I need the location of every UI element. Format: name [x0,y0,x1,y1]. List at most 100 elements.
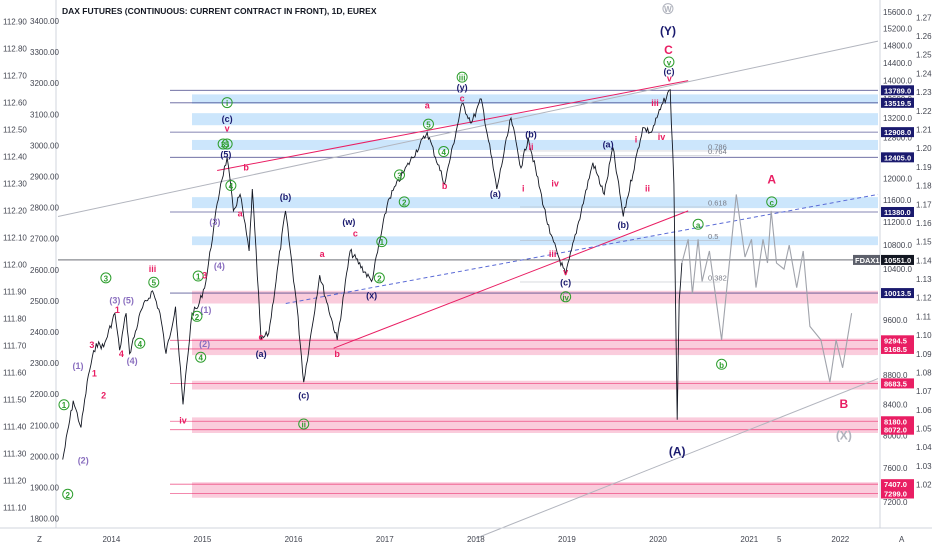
fib-label-3: 0.5 [708,232,718,241]
wave-label-24: a [425,100,431,110]
level-tag-5: 10013.5 [884,289,911,298]
wave-circle-29 [398,196,410,208]
ratio-tick-0: 1.27 [916,13,932,22]
price-tick-5: 2900.00 [30,173,59,182]
right-tick-18: 8400.0 [883,400,908,409]
trend-line-0 [57,40,879,217]
right-tick-6: 13200.0 [883,114,912,123]
price-tick-11: 2300.00 [30,359,59,368]
wave-label-66: (4) [127,356,138,366]
ratio-tick-8: 1.19 [916,163,932,172]
wave-circle-28 [394,169,406,181]
wave-label-74: (2) [78,456,89,466]
wave-label-65: 4 [138,340,143,349]
right-tick-10: 11600.0 [883,196,912,205]
ratio-tick-20: 1.07 [916,387,932,396]
wave-circle-44 [221,97,233,109]
wave-circle-38 [298,418,310,430]
right-tick-0: 15600.0 [883,8,912,17]
wave-label-12: (c) [560,278,571,288]
x-tick-7: 2021 [740,535,758,544]
wave-label-70: (1) [72,361,83,371]
ratio-tick-4: 1.23 [916,88,932,97]
left-tick-2: 112.70 [3,72,27,81]
ratio-tick-19: 1.08 [916,368,932,377]
price-tick-0: 3400.00 [30,17,59,26]
fib-label-0: 0.786 [708,142,727,151]
wave-label-27: b [442,181,448,191]
wave-circle-73 [58,399,70,411]
ratio-tick-22: 1.05 [916,425,932,434]
wave-label-18: i [522,184,525,194]
wave-label-64: 3 [104,274,109,283]
ratio-tick-12: 1.15 [916,238,932,247]
wave-label-29: 2 [402,198,407,207]
price-tick-16: 1800.00 [30,515,59,524]
level-tag-bg-3 [881,152,914,163]
wave-label-39: (b) [280,192,292,202]
left-tick-5: 112.40 [3,153,27,162]
right-tick-19: 8000.0 [883,431,908,440]
price-tick-4: 3000.00 [30,141,59,150]
level-tag-bg-5 [881,288,914,299]
price-tick-15: 1900.00 [30,484,59,493]
wave-label-47: 3 [221,140,226,149]
x-tick-1: 2015 [194,535,212,544]
x-tick-2: 2016 [285,535,303,544]
wave-label-38: ii [301,420,305,429]
wave-label-43: b [243,162,249,172]
right-tick-1: 15200.0 [883,25,912,34]
wave-circle-79 [692,218,704,230]
wave-label-54: 3 [202,270,207,280]
level-tag-bg-7 [881,343,914,354]
wave-label-67: 4 [119,349,124,359]
wave-label-41: c [259,332,264,342]
ratio-tick-6: 1.21 [916,125,932,134]
level-tag-12: 7299.0 [884,489,907,498]
wave-label-4: (c) [663,66,674,76]
ratio-tick-23: 1.04 [916,443,932,452]
wave-circle-31 [373,272,385,284]
wave-label-58: 4 [198,354,203,363]
ratio-tick-9: 1.18 [916,182,932,191]
price-tick-1: 3300.00 [30,48,59,57]
left-tick-4: 112.50 [3,126,27,135]
right-tick-17: 8800.0 [883,371,908,380]
current-symbol-label: FDAX1! [855,256,882,265]
right-tick-4: 14000.0 [883,77,912,86]
price-tick-7: 2700.00 [30,235,59,244]
level-tag-bg-10 [881,424,914,435]
ratio-tick-5: 1.22 [916,107,932,116]
right-tick-21: 7200.0 [883,498,908,507]
zone-7 [192,380,878,390]
wave-circle-80 [716,358,728,370]
trend-line-3 [285,193,879,305]
chart-title: DAX FUTURES (CONTINUOUS: CURRENT CONTRAC… [62,6,377,16]
level-tag-bg-0 [881,85,914,96]
wave-label-82: (X) [836,428,852,442]
wave-circle-50 [225,180,237,192]
level-tag-0: 13789.0 [884,86,911,95]
ratio-tick-2: 1.25 [916,51,932,60]
wave-label-37: (c) [298,390,309,400]
wave-circle-26 [438,146,450,158]
level-tag-7: 9168.5 [884,345,907,354]
current-price-label: 10551.0 [884,256,911,265]
left-tick-16: 111.30 [3,450,27,459]
wave-circle-61 [148,276,160,288]
x-tick-8: 5 [777,535,782,544]
wave-label-19: (b) [525,129,537,139]
level-tag-3: 12405.0 [884,153,911,162]
price-tick-6: 2800.00 [30,204,59,213]
wave-label-72: 2 [101,390,106,400]
ratio-tick-11: 1.16 [916,219,932,228]
level-tag-bg-6 [881,335,914,346]
wave-label-14: iv [562,293,569,302]
wave-label-62: (5) [123,296,134,306]
x-tick-3: 2017 [376,535,394,544]
left-tick-12: 111.70 [3,342,27,351]
current-price-bg [881,254,914,265]
right-tick-20: 7600.0 [883,464,908,473]
wave-label-76: (A) [669,444,686,458]
